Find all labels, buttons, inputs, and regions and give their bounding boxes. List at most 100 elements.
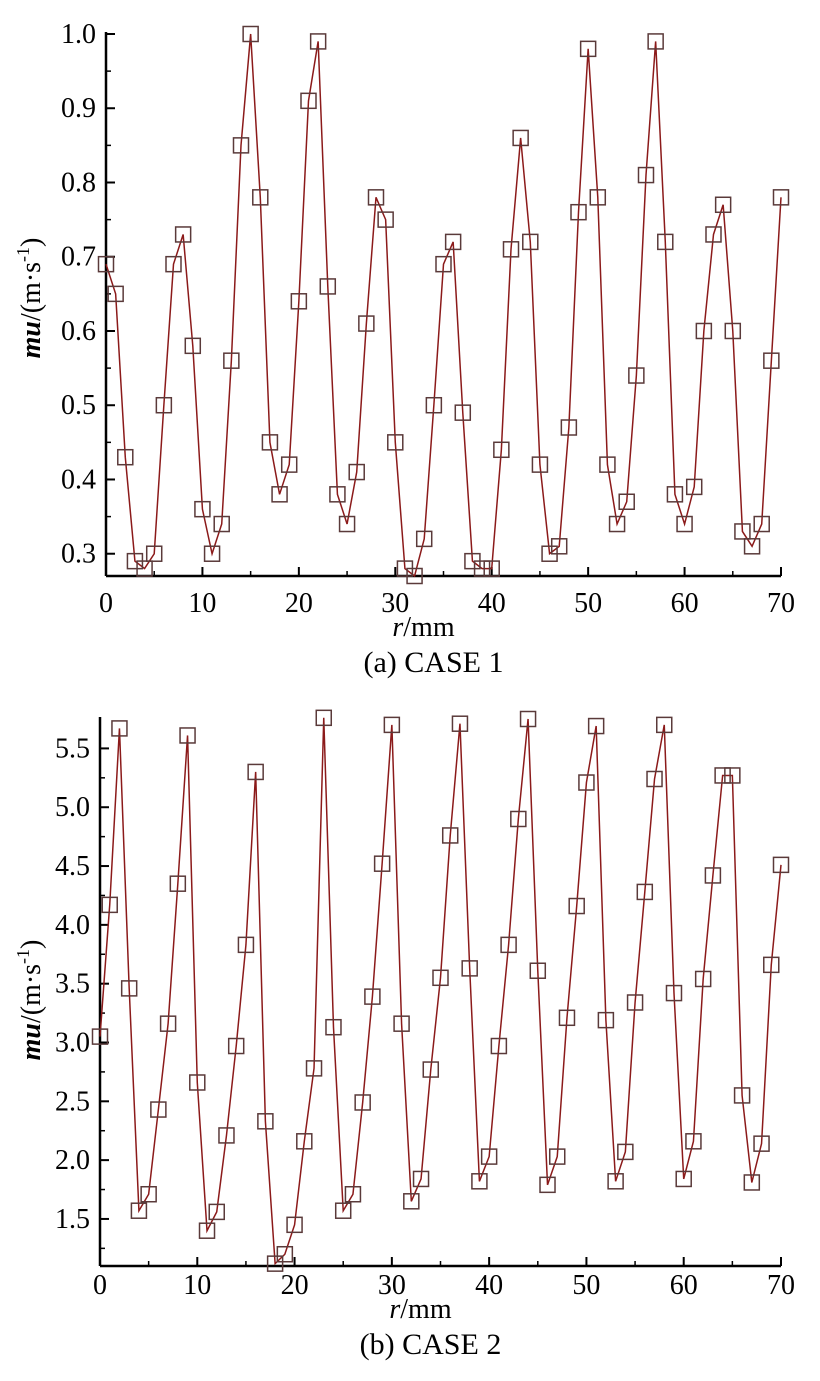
data-point-marker [490, 1037, 508, 1055]
y-tick-label: 1.5 [55, 1204, 90, 1235]
y-tick-label: 0.6 [61, 316, 96, 347]
x-axis-label-unit: /mm [400, 1294, 452, 1325]
data-point-marker [276, 1245, 294, 1263]
y-tick-label: 0.9 [61, 93, 96, 124]
data-point-marker [763, 352, 780, 369]
data-point-marker [247, 763, 264, 781]
panel-caption: (b) CASE 2 [360, 1328, 502, 1361]
data-point-marker [454, 404, 472, 421]
data-point-marker [733, 1087, 751, 1104]
x-axis-label-symbol: r [389, 1294, 400, 1325]
data-point-marker [539, 1176, 556, 1194]
y-axis-label-unit: /(m·s [16, 964, 47, 1023]
data-point-marker [531, 456, 549, 473]
data-point-marker [714, 196, 732, 214]
data-point-marker [296, 1133, 313, 1150]
y-tick-label: 3.0 [55, 1027, 90, 1058]
y-axis-label: mu/(m·s-1) [13, 940, 47, 1061]
panel-caption: (a) CASE 1 [364, 646, 504, 679]
data-point-marker [714, 767, 731, 784]
data-point-marker [130, 1202, 148, 1219]
data-point-marker [329, 486, 346, 503]
data-point-marker [578, 774, 595, 791]
data-point-marker [529, 962, 547, 979]
data-point-marker [373, 855, 391, 872]
data-point-marker [628, 367, 645, 384]
data-point-marker [753, 1135, 770, 1152]
data-point-marker [305, 1060, 323, 1077]
data-point-marker [358, 315, 375, 332]
data-point-marker [184, 337, 202, 355]
data-point-marker [140, 1185, 157, 1203]
data-point-marker [101, 896, 118, 914]
data-point-marker [695, 322, 713, 340]
x-tick-label: 10 [188, 588, 216, 619]
y-tick-label: 0.5 [61, 390, 96, 421]
data-point-marker [694, 970, 712, 988]
data-point-marker [415, 530, 433, 548]
data-point-marker [599, 456, 616, 473]
data-point-marker [502, 241, 520, 258]
y-tick-label: 4.5 [55, 851, 90, 882]
data-point-marker [617, 1143, 634, 1161]
data-point-marker [743, 1174, 761, 1191]
data-point-marker [325, 1018, 342, 1036]
data-point-marker [483, 560, 500, 577]
data-point-marker [266, 1255, 284, 1272]
data-point-marker [300, 92, 317, 110]
data-point-marker [422, 1061, 440, 1078]
x-tick-label: 30 [381, 588, 409, 619]
data-point-marker [753, 515, 770, 533]
data-point-marker [425, 396, 443, 414]
data-point-marker [290, 293, 308, 310]
data-point-marker [319, 278, 337, 295]
data-point-marker [393, 1015, 410, 1032]
x-tick-label: 0 [93, 1270, 107, 1301]
data-point-marker [560, 419, 578, 436]
data-point-marker [743, 538, 761, 555]
data-point-marker [675, 1170, 692, 1188]
x-tick-label: 50 [572, 1270, 600, 1301]
data-point-marker [461, 960, 478, 977]
data-point-marker [194, 500, 211, 518]
y-tick-label: 2.0 [55, 1145, 90, 1176]
data-point-marker [257, 1113, 274, 1130]
data-point-marker [232, 137, 250, 154]
x-axis-label: r/mm [389, 1294, 451, 1325]
data-point-marker [107, 285, 124, 303]
data-point-marker [354, 1094, 371, 1111]
x-tick-label: 70 [767, 588, 795, 619]
data-point-marker [608, 515, 626, 533]
data-point-marker [155, 396, 173, 414]
data-point-marker [626, 994, 644, 1011]
x-tick-label: 50 [574, 588, 602, 619]
data-point-marker [387, 434, 404, 451]
data-point-marker [480, 1148, 498, 1165]
data-point-marker [406, 567, 423, 585]
series-line [99, 717, 782, 1266]
data-point-marker [647, 33, 664, 50]
data-point-marker [159, 1015, 177, 1032]
data-point-marker [364, 988, 381, 1005]
y-axis-label-symbol: mu [16, 321, 47, 358]
data-point-marker [558, 1009, 576, 1027]
data-point-marker [165, 255, 182, 273]
data-point-marker [444, 233, 462, 251]
x-tick-label: 20 [281, 1270, 309, 1301]
data-point-marker [120, 980, 138, 997]
data-point-marker [493, 441, 510, 459]
data-point-marker [145, 545, 163, 562]
data-point-marker [242, 25, 259, 43]
y-axis-label-close: ) [16, 940, 47, 949]
y-tick-label: 5.0 [55, 792, 90, 823]
x-axis-label: r/mm [392, 612, 454, 643]
data-point-marker [724, 767, 741, 784]
data-point-marker [763, 956, 780, 974]
data-point-marker [315, 709, 333, 727]
y-tick-label: 0.8 [61, 167, 96, 198]
y-axis-label-symbol: mu [16, 1023, 47, 1060]
data-point-marker [150, 1101, 167, 1118]
data-point-marker [280, 456, 298, 473]
data-point-marker [522, 233, 539, 251]
series-line [105, 33, 782, 578]
